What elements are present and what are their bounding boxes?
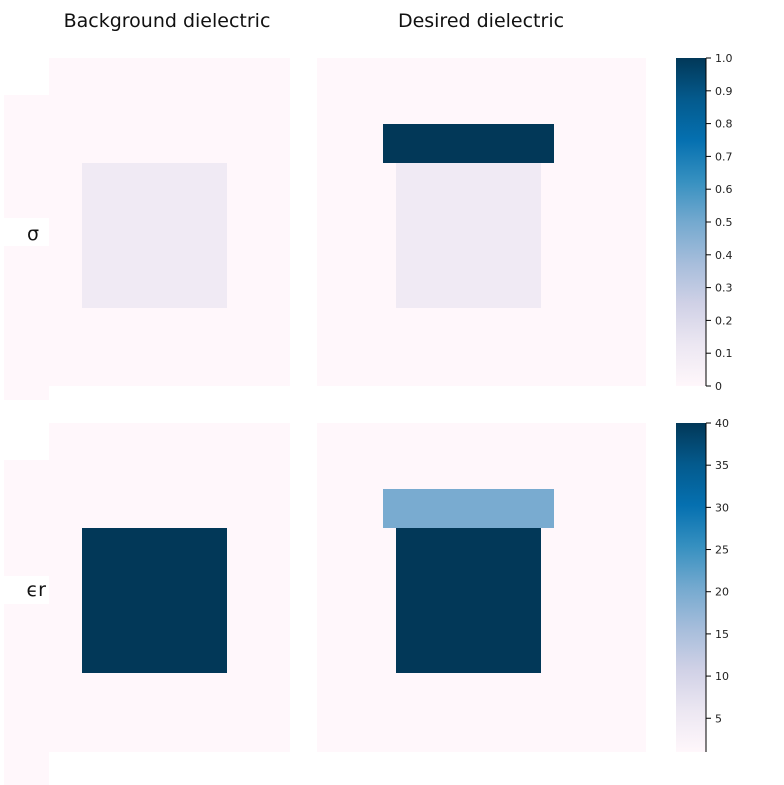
colorbar-tick-label: 20 — [715, 586, 729, 599]
row-label-backdrop-eps — [4, 576, 49, 604]
colorbar-tick-label: 0.9 — [715, 85, 733, 98]
top-bar-region — [383, 124, 554, 163]
row-label-eps: ϵr — [26, 579, 46, 601]
colorbar-tick-label: 0.4 — [715, 249, 733, 262]
square-region — [82, 528, 227, 673]
colorbar-tick-label: 30 — [715, 501, 729, 514]
colorbar-tick-label: 35 — [715, 459, 729, 472]
colorbar-gradient — [676, 423, 706, 752]
row-label-sigma: σ — [27, 223, 39, 245]
colorbar-tick-label: 10 — [715, 670, 729, 683]
heatmap-sigma-desired — [317, 58, 646, 386]
square-region — [82, 163, 227, 308]
row-strip-sigma — [4, 95, 49, 400]
colorbar-tick-label: 0.5 — [715, 216, 733, 229]
colorbar-eps: 5 10 15 20 25 30 35 40 — [676, 417, 729, 752]
colorbar-tick-label: 40 — [715, 417, 729, 430]
heatmap-sigma-background — [49, 58, 290, 386]
colorbar-tick-label: 0.3 — [715, 282, 733, 295]
square-region — [396, 528, 541, 673]
colorbar-tick-label: 0.2 — [715, 314, 733, 327]
colorbar-tick-label: 1.0 — [715, 52, 733, 65]
colorbar-tick-label: 0.1 — [715, 347, 733, 360]
colorbar-tick-label: 5 — [715, 712, 722, 725]
colorbar-tick-label: 0 — [715, 380, 722, 393]
colorbar-tick-label: 0.6 — [715, 183, 733, 196]
colorbar-gradient — [676, 58, 706, 386]
heatmap-eps-desired — [317, 423, 646, 752]
colorbar-tick-label: 15 — [715, 628, 729, 641]
row-label-backdrop-sigma — [4, 218, 49, 246]
top-bar-region — [383, 489, 554, 528]
row-strip-eps — [4, 460, 49, 785]
colorbar-sigma: 0 0.1 0.2 0.3 0.4 0.5 0.6 0.7 0.8 0.9 1.0 — [676, 52, 733, 393]
colorbar-tick-label: 25 — [715, 544, 729, 557]
column-title-desired: Desired dielectric — [398, 10, 564, 32]
colorbar-tick-label: 0.7 — [715, 150, 733, 163]
colorbar-tick-label: 0.8 — [715, 118, 733, 131]
heatmap-eps-background — [49, 423, 290, 752]
square-region — [396, 163, 541, 308]
column-title-background: Background dielectric — [64, 10, 271, 32]
